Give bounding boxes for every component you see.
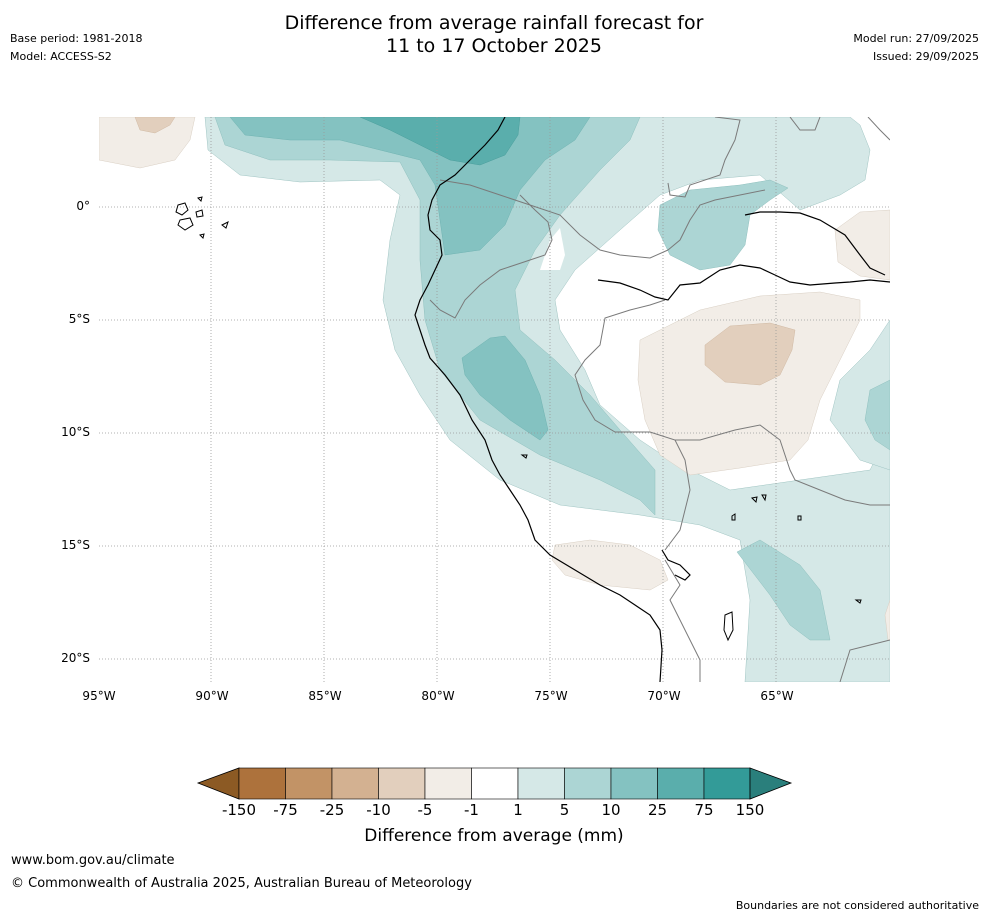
colorbar-swatch-2 <box>285 767 333 800</box>
dry-region-north-west <box>99 117 196 169</box>
teal-region-medium-east <box>864 379 890 451</box>
anomaly-field <box>99 117 890 682</box>
colorbar-tick: 10 <box>601 801 621 819</box>
colorbar-tick: 1 <box>513 801 523 819</box>
teal-region-intense <box>359 117 521 166</box>
colorbar-swatch-6 <box>471 767 519 800</box>
colorbar-tick: -10 <box>366 801 391 819</box>
colorbar-swatch-10 <box>657 767 705 800</box>
colorbar-tick: -5 <box>417 801 433 819</box>
dry-region-north-west-core <box>134 117 176 134</box>
dry-region-central-core <box>704 322 796 386</box>
colorbar-swatch-8 <box>564 767 612 800</box>
colorbar-swatch-4 <box>378 767 426 800</box>
colorbar-swatch-3 <box>331 767 379 800</box>
footer-copyright: © Commonwealth of Australia 2025, Austra… <box>11 876 472 891</box>
model-name: Model: ACCESS-S2 <box>10 50 112 63</box>
base-period: Base period: 1981-2018 <box>10 32 143 45</box>
lake-titicaca <box>520 454 862 642</box>
colorbar-label: Difference from average (mm) <box>364 826 624 846</box>
galapagos-islands <box>175 196 229 239</box>
lat-label-5s: 5°S <box>68 312 90 326</box>
issued-date: Issued: 29/09/2025 <box>872 50 979 63</box>
colorbar-tick: 5 <box>559 801 570 819</box>
lon-label-80w: 80°W <box>421 689 455 703</box>
colorbar-swatch-9 <box>610 767 658 800</box>
lon-label-65w: 65°W <box>760 689 794 703</box>
meta-left: Base period: 1981-2018 Model: ACCESS-S2 <box>10 30 142 66</box>
footer-disclaimer: Boundaries are not considered authoritat… <box>735 899 979 912</box>
colorbar-tick: 75 <box>694 801 714 819</box>
colorbar-tick: -75 <box>273 801 298 819</box>
neutral-region-amazon <box>540 228 565 270</box>
colorbar-tick: 150 <box>735 801 765 819</box>
model-run: Model run: 27/09/2025 <box>853 32 979 45</box>
lat-label-0: 0° <box>76 199 90 213</box>
lat-label-20s: 20°S <box>61 651 90 665</box>
colorbar <box>196 767 793 800</box>
title-line-1: Difference from average rainfall forecas… <box>284 12 704 34</box>
coastline <box>414 117 890 682</box>
country-borders <box>429 117 890 682</box>
teal-region-medium-north <box>657 179 789 271</box>
colorbar-swatch-11 <box>703 767 751 800</box>
lon-label-70w: 70°W <box>647 689 681 703</box>
colorbar-tick: 25 <box>647 801 668 819</box>
meta-right: Model run: 27/09/2025 Issued: 29/09/2025 <box>853 30 979 66</box>
lon-label-85w: 85°W <box>308 689 342 703</box>
footer-url[interactable]: www.bom.gov.au/climate <box>11 853 175 868</box>
colorbar-tick: -25 <box>319 801 345 819</box>
dry-region-south <box>551 539 669 591</box>
teal-region-strong-south <box>461 335 549 441</box>
graticule <box>99 117 890 682</box>
map-title: Difference from average rainfall forecas… <box>0 12 988 58</box>
teal-region-medium <box>214 117 656 516</box>
teal-region-medium-south <box>736 539 831 641</box>
colorbar-swatch-5 <box>424 767 472 800</box>
lon-label-75w: 75°W <box>534 689 568 703</box>
lon-label-95w: 95°W <box>82 689 116 703</box>
lon-label-90w: 90°W <box>195 689 229 703</box>
colorbar-arrow-low <box>196 767 240 800</box>
colorbar-swatch-7 <box>517 767 565 800</box>
title-line-2: 11 to 17 October 2025 <box>386 35 602 57</box>
colorbar-tick: -1 <box>464 801 479 819</box>
colorbar-swatch-1 <box>238 767 286 800</box>
colorbar-tick: -150 <box>221 801 257 819</box>
colorbar-arrow-high <box>749 767 793 800</box>
dry-region-north-east <box>834 209 890 281</box>
lat-label-10s: 10°S <box>61 425 90 439</box>
lat-label-15s: 15°S <box>61 538 90 552</box>
